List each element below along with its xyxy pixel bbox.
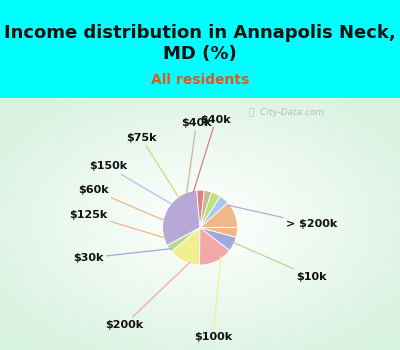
- Wedge shape: [167, 228, 200, 252]
- Text: $10k: $10k: [233, 242, 327, 281]
- Wedge shape: [200, 192, 220, 228]
- Text: $200k: $200k: [105, 262, 190, 330]
- Wedge shape: [200, 228, 230, 265]
- Wedge shape: [162, 190, 200, 246]
- Wedge shape: [200, 203, 238, 228]
- Text: $30k: $30k: [73, 249, 171, 263]
- Text: > $200k: > $200k: [228, 205, 337, 229]
- Text: All residents: All residents: [151, 74, 249, 88]
- Wedge shape: [197, 190, 204, 228]
- Text: $125k: $125k: [69, 210, 166, 238]
- Wedge shape: [171, 228, 200, 265]
- Text: $75k: $75k: [126, 133, 179, 198]
- Text: $60k: $60k: [78, 185, 165, 220]
- Text: $150k: $150k: [89, 161, 172, 205]
- Wedge shape: [200, 228, 238, 237]
- Wedge shape: [200, 196, 228, 228]
- Text: ⓘ  City-Data.com: ⓘ City-Data.com: [249, 108, 324, 117]
- Text: $100k: $100k: [194, 257, 232, 342]
- Text: $40k: $40k: [193, 114, 231, 192]
- Wedge shape: [200, 228, 236, 251]
- Text: $40k: $40k: [181, 118, 212, 194]
- Wedge shape: [200, 190, 212, 228]
- Text: Income distribution in Annapolis Neck,
MD (%): Income distribution in Annapolis Neck, M…: [4, 25, 396, 63]
